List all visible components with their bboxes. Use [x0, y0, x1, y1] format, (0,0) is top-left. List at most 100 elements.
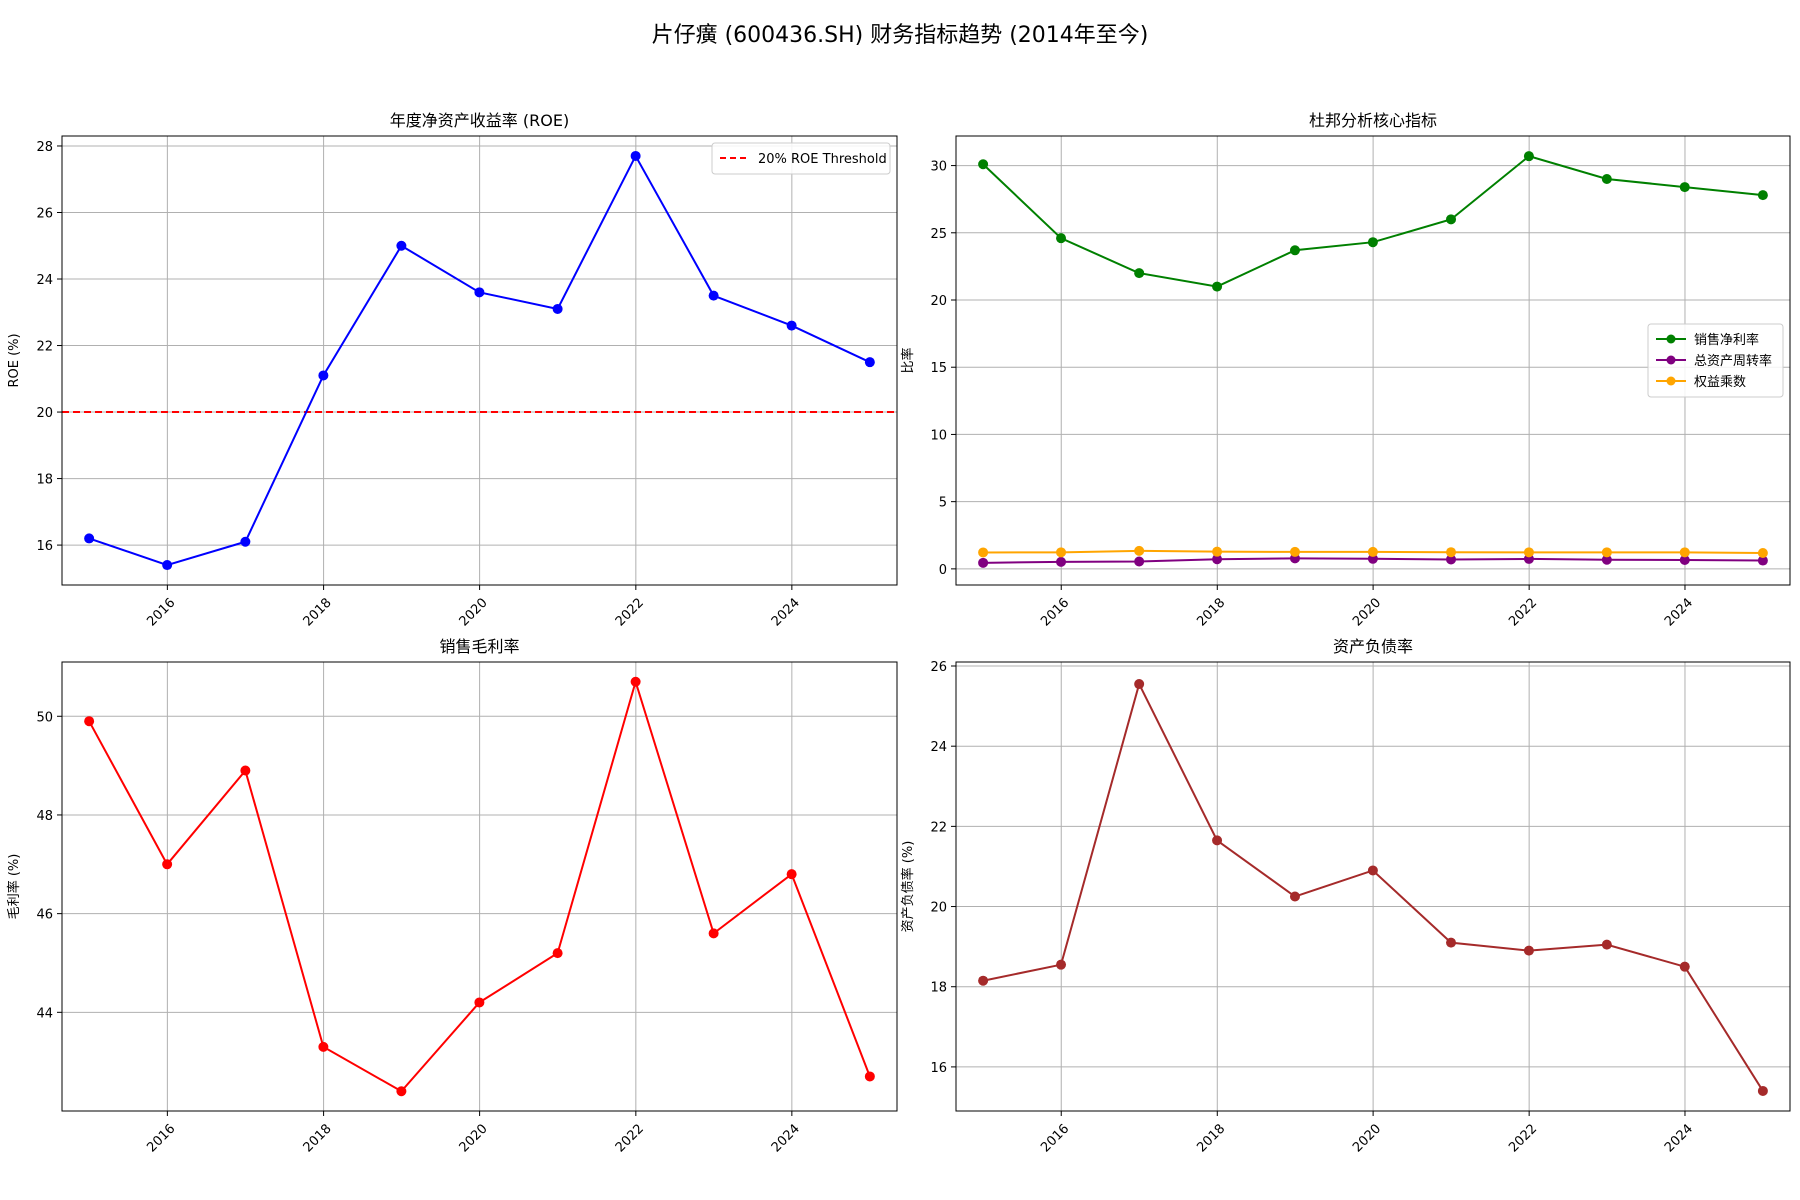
data-point — [1212, 546, 1223, 557]
data-point — [1056, 547, 1067, 558]
data-point — [1446, 547, 1457, 558]
axes-frame — [955, 661, 1791, 1112]
legend-box — [1647, 323, 1784, 398]
data-point — [708, 290, 719, 301]
subplot-title: 杜邦分析核心指标 — [1309, 111, 1437, 130]
y-tick-label: 25 — [930, 227, 947, 242]
y-axis-label: ROE (%) — [7, 333, 22, 387]
y-tick-label: 28 — [36, 140, 53, 155]
y-tick-label: 24 — [36, 273, 53, 288]
y-tick-label: 24 — [930, 740, 947, 755]
x-tick-label: 2020 — [1350, 595, 1384, 629]
data-point — [1446, 554, 1457, 565]
x-tick-label: 2020 — [1350, 1121, 1384, 1155]
data-point — [396, 240, 407, 251]
data-point — [1134, 679, 1145, 690]
y-tick-label: 5 — [939, 496, 947, 511]
y-tick-label: 20 — [36, 406, 53, 421]
data-point — [162, 859, 173, 870]
data-point — [1134, 556, 1145, 567]
x-tick-label: 2016 — [1038, 1121, 1072, 1155]
data-point — [1523, 547, 1534, 558]
y-tick-label: 20 — [930, 294, 947, 309]
data-point — [240, 536, 251, 547]
data-point — [1679, 182, 1690, 193]
data-point — [162, 560, 173, 571]
x-tick-label: 2016 — [1038, 595, 1072, 629]
data-point — [978, 159, 989, 170]
x-tick-label: 2024 — [1662, 1121, 1696, 1155]
x-tick-label: 2022 — [1506, 1121, 1540, 1155]
data-point — [1601, 554, 1612, 565]
data-point — [1757, 190, 1768, 201]
data-point — [474, 997, 485, 1008]
x-tick-label: 2018 — [1194, 1121, 1228, 1155]
y-tick-label: 16 — [930, 1061, 947, 1076]
y-tick-label: 30 — [930, 160, 947, 175]
legend-swatch-marker — [1666, 376, 1676, 386]
data-point — [1212, 281, 1223, 292]
figure-title: 片仔癀 (600436.SH) 财务指标趋势 (2014年至今) — [652, 23, 1149, 48]
data-point — [84, 533, 95, 544]
data-point — [552, 948, 563, 959]
data-point — [84, 716, 95, 727]
legend-label: 总资产周转率 — [1694, 353, 1772, 369]
x-tick-label: 2022 — [613, 1121, 647, 1155]
y-axis-label: 资产负债率 (%) — [900, 841, 916, 933]
data-point — [1289, 546, 1300, 557]
data-point — [1601, 939, 1612, 950]
data-point — [708, 928, 719, 939]
x-tick-label: 2016 — [144, 1121, 178, 1155]
axes-frame — [61, 135, 898, 586]
subplot-1: 2016 2018 2020 2022 202416182022242628年度净资产收… — [7, 111, 898, 629]
data-point — [396, 1086, 407, 1097]
data-point — [978, 975, 989, 986]
data-point — [318, 1041, 329, 1052]
y-tick-label: 20 — [930, 901, 947, 916]
data-point — [1289, 891, 1300, 902]
legend-label: 销售净利率 — [1694, 332, 1759, 348]
data-point — [1757, 555, 1768, 566]
subplot-2: 2016 2018 2020 2022 2024 0 5 10 15 20 25 30 杜邦分析核心指标… — [900, 111, 1791, 629]
y-tick-label: 18 — [930, 981, 947, 996]
data-point — [1601, 547, 1612, 558]
data-point — [1601, 174, 1612, 185]
data-point — [1367, 865, 1378, 876]
y-tick-label: 0 — [939, 563, 947, 578]
subplot-title: 年度净资产收益率 (ROE) — [390, 111, 569, 130]
y-tick-label: 16 — [36, 539, 53, 554]
data-point — [1446, 937, 1457, 948]
data-point — [786, 320, 797, 331]
data-point — [1523, 945, 1534, 956]
x-tick-label: 2022 — [613, 595, 647, 629]
data-point — [630, 150, 641, 161]
data-point — [1367, 237, 1378, 248]
data-point — [1367, 553, 1378, 564]
subplot-title: 资产负债率 — [1333, 637, 1413, 656]
legend-box — [711, 142, 891, 175]
data-point — [1679, 554, 1690, 565]
data-point — [1757, 548, 1768, 559]
data-point — [1523, 151, 1534, 162]
y-tick-label: 26 — [36, 206, 53, 221]
data-point — [1367, 546, 1378, 557]
data-point — [1134, 545, 1145, 556]
x-tick-label: 2018 — [301, 595, 335, 629]
data-point — [552, 303, 563, 314]
data-point — [474, 287, 485, 298]
axes-frame — [61, 661, 898, 1112]
axes-frame — [955, 135, 1791, 586]
x-tick-label: 2020 — [457, 1121, 491, 1155]
data-point — [1056, 556, 1067, 567]
y-tick-label: 10 — [930, 428, 947, 443]
y-tick-label: 26 — [930, 660, 947, 675]
y-tick-label: 15 — [930, 361, 947, 376]
data-point — [1289, 245, 1300, 256]
data-point — [864, 1071, 875, 1082]
y-tick-label: 46 — [36, 908, 53, 923]
data-point — [240, 765, 251, 776]
x-tick-label: 2016 — [144, 595, 178, 629]
x-tick-label: 2018 — [301, 1121, 335, 1155]
data-point — [1446, 214, 1457, 225]
y-tick-label: 44 — [36, 1006, 53, 1021]
